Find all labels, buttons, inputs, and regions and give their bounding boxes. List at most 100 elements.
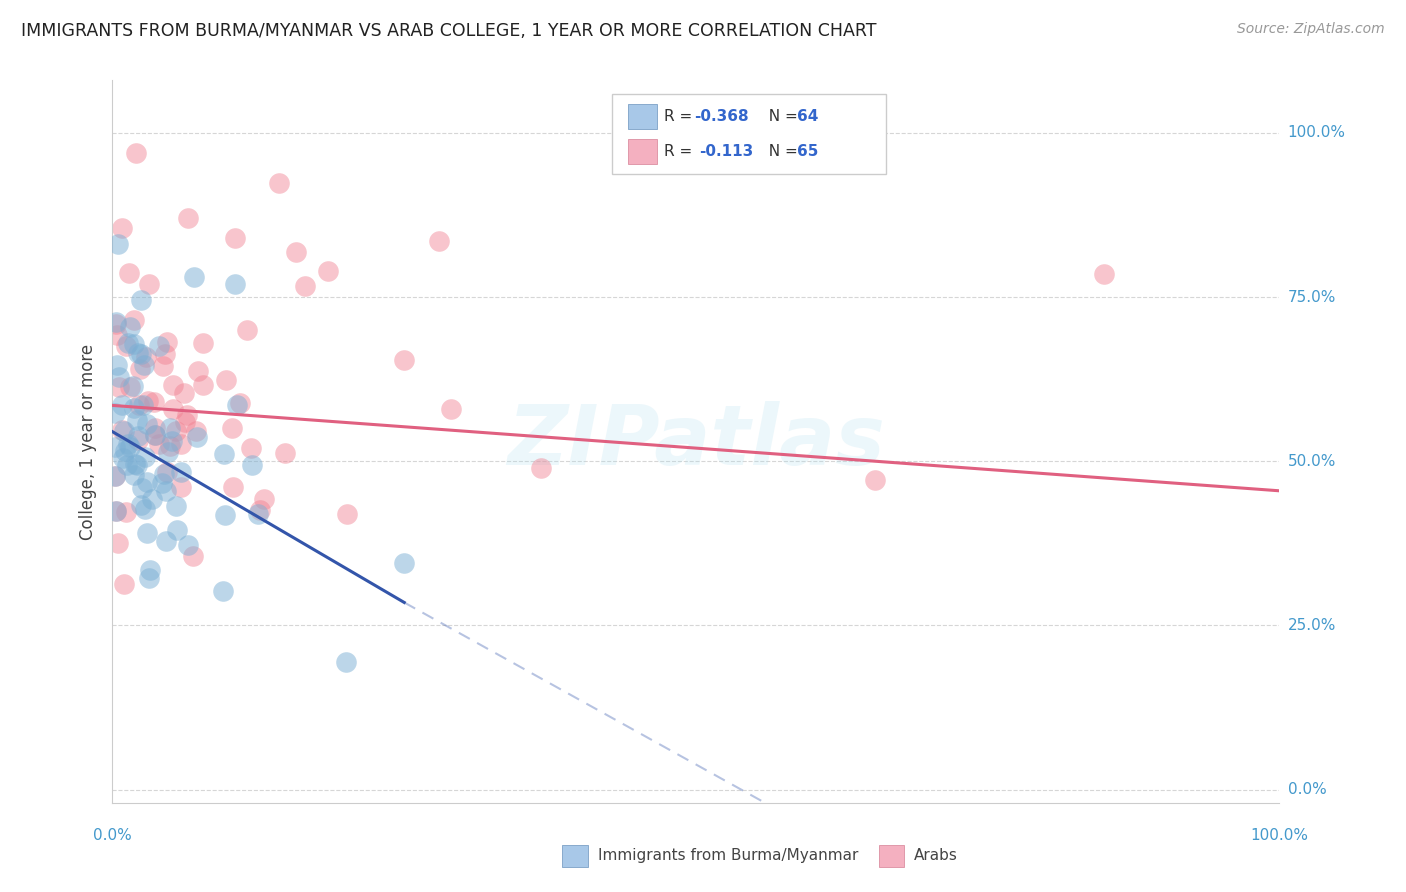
Point — [273, 445, 295, 459]
Point — [392, 353, 415, 368]
Point — [120, 379, 142, 393]
Point — [127, 458, 149, 472]
Point — [294, 278, 316, 293]
Point — [148, 339, 170, 353]
Point — [159, 439, 181, 453]
Point — [152, 359, 174, 373]
Point — [120, 440, 142, 454]
Point — [127, 429, 149, 443]
Point — [129, 346, 152, 360]
Point — [162, 377, 184, 392]
Point — [246, 508, 269, 522]
Point — [125, 145, 148, 160]
Point — [224, 231, 246, 245]
Point — [170, 436, 193, 450]
Text: -0.368: -0.368 — [695, 109, 749, 124]
Point — [131, 481, 153, 495]
Point — [155, 533, 177, 548]
Point — [112, 450, 135, 465]
Point — [157, 445, 180, 459]
Point — [127, 433, 149, 447]
Point — [159, 421, 181, 435]
Point — [135, 350, 157, 364]
Point — [105, 317, 128, 331]
Point — [104, 504, 127, 518]
Point — [112, 424, 135, 438]
Point — [174, 416, 197, 430]
Point — [142, 394, 165, 409]
Point — [115, 505, 138, 519]
Point — [253, 492, 276, 507]
Point — [121, 379, 143, 393]
Point — [156, 465, 179, 479]
Text: 25.0%: 25.0% — [1288, 618, 1336, 633]
Text: R =: R = — [664, 109, 697, 124]
Point — [122, 401, 145, 415]
Point — [138, 277, 160, 291]
Point — [242, 458, 264, 472]
Point — [156, 334, 179, 349]
Point — [215, 373, 238, 387]
Point — [530, 460, 553, 475]
Point — [104, 440, 127, 454]
Text: 100.0%: 100.0% — [1288, 126, 1346, 140]
Text: Immigrants from Burma/Myanmar: Immigrants from Burma/Myanmar — [598, 848, 858, 863]
Text: 100.0%: 100.0% — [1250, 828, 1309, 843]
Point — [212, 583, 235, 598]
Point — [184, 425, 207, 439]
Point — [104, 468, 127, 483]
Text: Arabs: Arabs — [914, 848, 957, 863]
Point — [183, 270, 205, 285]
Point — [240, 441, 263, 455]
Point — [129, 498, 152, 512]
Point — [128, 398, 150, 412]
Point — [122, 313, 145, 327]
Text: R =: R = — [664, 144, 702, 159]
Point — [105, 358, 128, 372]
Y-axis label: College, 1 year or more: College, 1 year or more — [79, 343, 97, 540]
Point — [152, 476, 174, 491]
Text: ZIPatlas: ZIPatlas — [508, 401, 884, 482]
Point — [118, 266, 141, 280]
Point — [155, 347, 177, 361]
Text: N =: N = — [759, 144, 803, 159]
Point — [138, 563, 160, 577]
Point — [108, 380, 131, 394]
Point — [104, 468, 127, 483]
Point — [284, 244, 307, 259]
Point — [143, 420, 166, 434]
Point — [107, 536, 129, 550]
Text: 75.0%: 75.0% — [1288, 290, 1336, 304]
Point — [132, 358, 155, 372]
Point — [134, 450, 156, 464]
Point — [104, 504, 127, 518]
Point — [138, 571, 160, 585]
Point — [136, 475, 159, 489]
Point — [187, 364, 209, 378]
Point — [141, 491, 163, 506]
Point — [165, 424, 187, 438]
Point — [229, 396, 252, 410]
Point — [127, 346, 149, 360]
Point — [111, 398, 134, 412]
Point — [318, 264, 340, 278]
Point — [118, 319, 141, 334]
Text: Source: ZipAtlas.com: Source: ZipAtlas.com — [1237, 22, 1385, 37]
Point — [335, 655, 357, 669]
Point — [134, 502, 156, 516]
Point — [104, 406, 127, 420]
Point — [224, 277, 246, 291]
Point — [117, 437, 139, 451]
Point — [336, 507, 359, 521]
Text: N =: N = — [759, 109, 803, 124]
Text: IMMIGRANTS FROM BURMA/MYANMAR VS ARAB COLLEGE, 1 YEAR OR MORE CORRELATION CHART: IMMIGRANTS FROM BURMA/MYANMAR VS ARAB CO… — [21, 22, 876, 40]
Point — [148, 437, 170, 451]
Point — [269, 176, 291, 190]
Point — [166, 523, 188, 537]
Point — [143, 428, 166, 442]
Point — [111, 423, 134, 437]
Point — [177, 538, 200, 552]
Point — [191, 378, 214, 392]
Point — [214, 447, 236, 461]
Text: 0.0%: 0.0% — [1288, 782, 1326, 797]
